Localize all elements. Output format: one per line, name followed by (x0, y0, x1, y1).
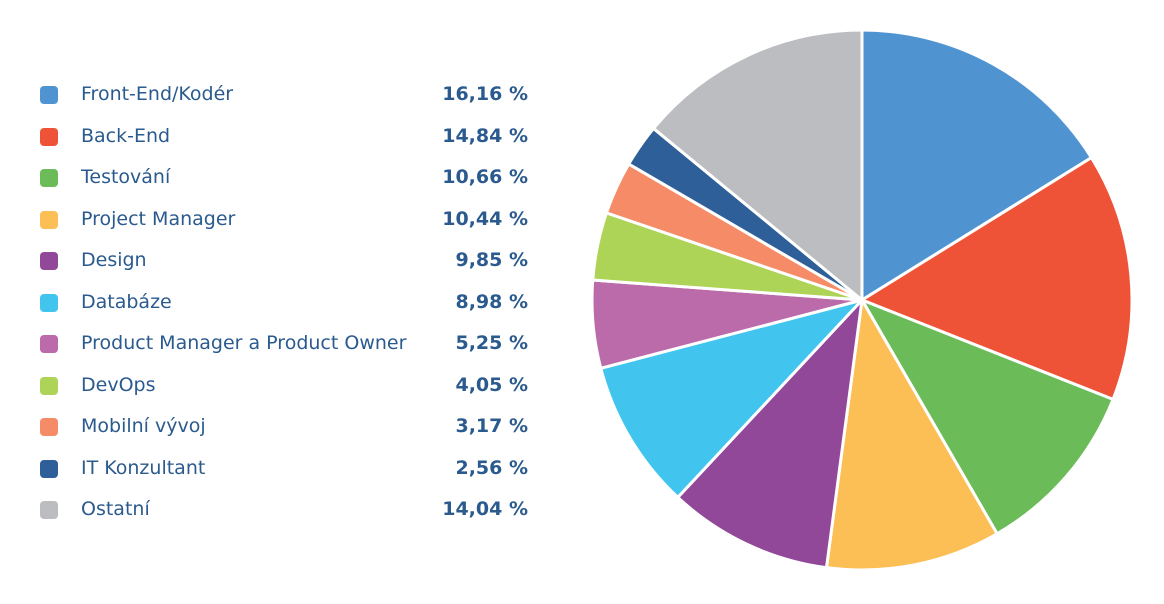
legend-swatch (40, 376, 58, 395)
legend-item: Front-End/Kodér 16,16 % (38, 74, 538, 116)
legend-swatch (40, 293, 58, 312)
legend-item: Databáze 8,98 % (38, 282, 538, 324)
legend-value: 3,17 % (455, 415, 528, 437)
legend-item: Ostatní 14,04 % (38, 489, 538, 531)
legend-label: Back-End (81, 124, 171, 147)
legend-item: Back-End 14,84 % (38, 116, 538, 158)
legend-swatch (40, 335, 58, 353)
legend-label: Product Manager a Product Owner (81, 332, 407, 354)
legend-item: Design 9,85 % (38, 240, 538, 282)
legend-swatch (40, 127, 58, 146)
pie-chart (590, 28, 1134, 572)
legend-value: 8,98 % (455, 290, 528, 313)
pie-slice (860, 156, 1134, 401)
legend-swatch (40, 210, 58, 229)
legend-swatch (40, 418, 58, 436)
chart-legend: Front-End/Kodér 16,16 % Back-End 14,84 % Tes… (38, 74, 538, 531)
legend-item: Product Manager a Product Owner 5,25 % (38, 323, 538, 365)
pie-slice (652, 28, 864, 302)
legend-label: Project Manager (81, 207, 236, 230)
legend-swatch (40, 501, 58, 519)
legend-value: 16,16 % (442, 83, 528, 105)
legend-value: 4,05 % (455, 373, 528, 396)
legend-label: Design (81, 249, 147, 271)
legend-swatch (40, 459, 58, 478)
legend-swatch (40, 169, 58, 187)
pie-slice (599, 298, 864, 499)
legend-value: 9,85 % (455, 249, 528, 271)
legend-label: Databáze (81, 290, 172, 313)
pie-slice (860, 298, 1115, 536)
legend-label: DevOps (81, 373, 156, 396)
legend-item: DevOps 4,05 % (38, 365, 538, 407)
legend-value: 10,66 % (442, 166, 528, 188)
legend-item: Project Manager 10,44 % (38, 199, 538, 241)
legend-label: Mobilní vývoj (81, 415, 206, 437)
legend-label: Front-End/Kodér (81, 83, 234, 105)
legend-value: 10,44 % (442, 207, 528, 230)
pie-slice (824, 298, 999, 572)
legend-label: Testování (81, 166, 171, 188)
legend-item: Mobilní vývoj 3,17 % (38, 406, 538, 448)
legend-swatch (40, 252, 58, 270)
pie-slice (676, 298, 864, 570)
pie-slice (860, 28, 1093, 302)
legend-label: IT Konzultant (81, 456, 206, 479)
legend-item: IT Konzultant 2,56 % (38, 448, 538, 490)
legend-label: Ostatní (81, 498, 150, 520)
legend-value: 5,25 % (455, 332, 528, 354)
legend-value: 14,84 % (442, 124, 528, 147)
legend-value: 14,04 % (442, 498, 528, 520)
legend-value: 2,56 % (455, 456, 528, 479)
legend-item: Testování 10,66 % (38, 157, 538, 199)
legend-swatch (40, 86, 58, 104)
